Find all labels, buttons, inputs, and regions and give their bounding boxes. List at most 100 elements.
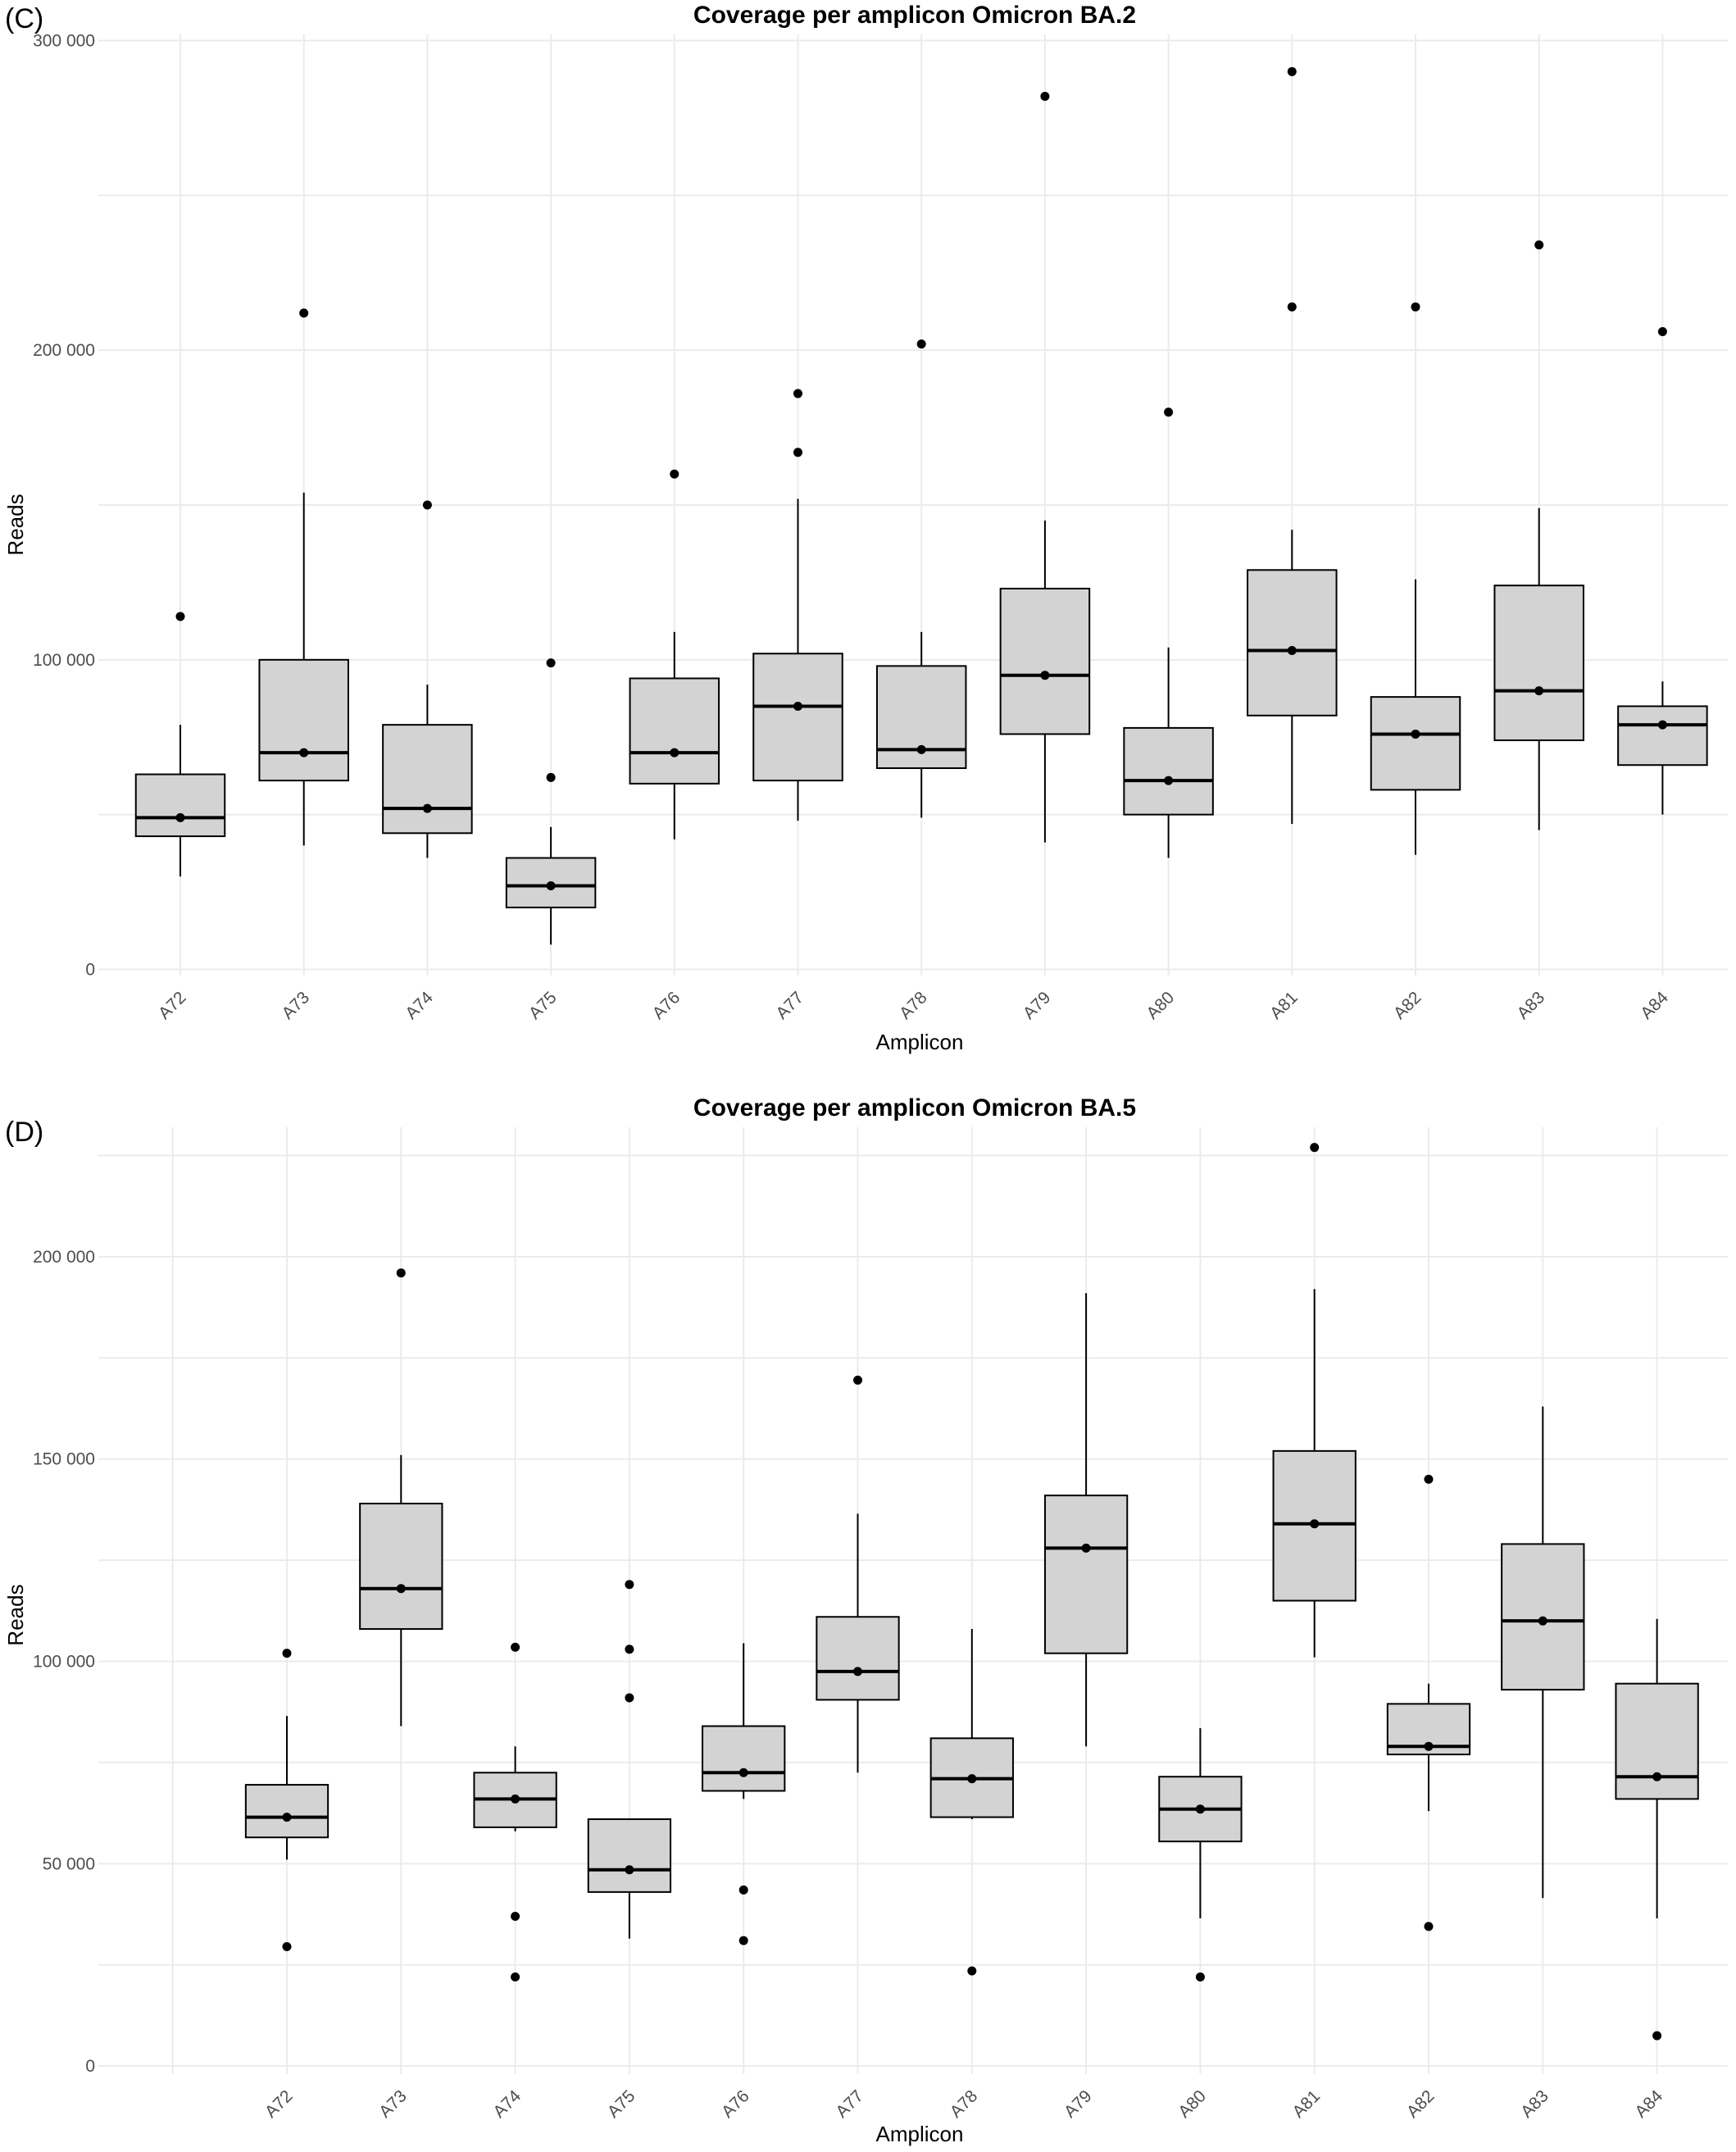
- x-tick-label: A82: [1390, 988, 1425, 1023]
- iqr-box: [382, 724, 473, 835]
- mean-point: [1538, 1616, 1547, 1626]
- x-tick-label: A77: [772, 988, 807, 1023]
- chart-panel-c: 0 100 000 200 000 300 000 A72 A73 A74 A75 A76 A77…: [3, 2, 1728, 1054]
- mean-point: [396, 1584, 406, 1594]
- outlier-point: [853, 1375, 862, 1385]
- y-axis-label: Reads: [3, 494, 28, 555]
- mean-point: [1652, 1772, 1662, 1781]
- mean-point: [546, 880, 556, 890]
- x-tick-label: A75: [525, 988, 561, 1023]
- x-tick-label: A83: [1514, 988, 1549, 1023]
- y-tick-label: 200 000: [33, 341, 95, 360]
- iqr-box: [999, 587, 1091, 735]
- box-a83: [1501, 1406, 1585, 1899]
- iqr-box: [359, 1503, 443, 1631]
- x-tick-label: A73: [375, 2086, 411, 2122]
- box-a76: [702, 1643, 786, 1945]
- outlier-point: [396, 1268, 406, 1278]
- mean-point: [299, 748, 309, 758]
- y-tick-label: 0: [85, 2057, 95, 2076]
- box-a84: [1617, 327, 1708, 815]
- outlier-point: [625, 1645, 634, 1654]
- outlier-point: [1195, 1972, 1205, 1982]
- x-tick-label: A77: [832, 2086, 867, 2122]
- box-a79: [999, 92, 1091, 843]
- box-a75: [587, 1580, 672, 1939]
- x-tick-label: A79: [1061, 2086, 1096, 2122]
- box-a79: [1043, 1293, 1129, 1747]
- x-tick-label: A84: [1637, 988, 1672, 1023]
- x-tick-label: A72: [261, 2086, 297, 2122]
- outlier-point: [967, 1966, 977, 1976]
- box-a80: [1158, 1727, 1243, 1982]
- mean-point: [511, 1794, 520, 1804]
- y-tick-label: 150 000: [33, 1450, 95, 1469]
- outlier-point: [916, 339, 926, 349]
- box-a82: [1370, 302, 1461, 855]
- iqr-box: [629, 677, 720, 785]
- x-tick-label: A74: [402, 988, 437, 1023]
- iqr-box: [1501, 1543, 1585, 1691]
- y-tick-label: 50 000: [43, 1854, 95, 1873]
- box-a78: [875, 339, 967, 818]
- iqr-box: [1123, 726, 1214, 816]
- x-tick-label: A82: [1403, 2086, 1438, 2122]
- x-tick-label: A84: [1631, 2086, 1666, 2122]
- panel-label: (D): [5, 1117, 43, 1148]
- iqr-box: [587, 1818, 672, 1893]
- outlier-point: [1287, 66, 1297, 76]
- x-tick-label: A78: [896, 988, 931, 1023]
- iqr-box: [1043, 1495, 1129, 1654]
- iqr-box: [1247, 569, 1338, 717]
- mean-point: [1040, 671, 1050, 680]
- chart-title: Coverage per amplicon Omicron BA.5: [693, 1094, 1136, 1121]
- iqr-box: [752, 653, 843, 782]
- box-a78: [929, 1629, 1014, 1976]
- mean-point: [1657, 720, 1667, 730]
- mean-point: [1424, 1741, 1434, 1751]
- mean-point: [738, 1768, 748, 1777]
- x-tick-label: A75: [604, 2086, 639, 2122]
- box-a81: [1272, 1143, 1357, 1658]
- outlier-point: [1657, 327, 1667, 337]
- outlier-point: [282, 1942, 292, 1952]
- mean-point: [1195, 1804, 1205, 1814]
- outlier-point: [793, 448, 802, 457]
- box-a83: [1493, 240, 1584, 830]
- outlier-point: [1040, 92, 1050, 102]
- outlier-point: [1287, 302, 1297, 312]
- mean-point: [1081, 1543, 1091, 1553]
- box-a77: [816, 1375, 900, 1773]
- y-tick-label: 0: [85, 960, 95, 979]
- mean-point: [1411, 729, 1420, 739]
- mean-point: [1287, 645, 1297, 655]
- y-tick-label: 100 000: [33, 651, 95, 670]
- outlier-point: [546, 658, 556, 668]
- outlier-point: [625, 1580, 634, 1590]
- box-a72: [244, 1649, 329, 1952]
- mean-point: [853, 1667, 862, 1677]
- y-tick-label: 300 000: [33, 32, 95, 51]
- chart-panel-d: 0 50 000 100 000 150 000 200 000 A72 A73 A74 A75…: [3, 1094, 1728, 2146]
- x-tick-label: A73: [279, 988, 314, 1023]
- outlier-point: [793, 389, 802, 398]
- iqr-box: [134, 773, 226, 838]
- outlier-point: [1411, 302, 1420, 312]
- outlier-point: [738, 1936, 748, 1945]
- chart-title: Coverage per amplicon Omicron BA.2: [693, 2, 1136, 29]
- y-tick-label: 100 000: [33, 1653, 95, 1672]
- mean-point: [282, 1813, 292, 1822]
- x-tick-label: A81: [1266, 988, 1302, 1023]
- x-tick-label: A78: [947, 2086, 982, 2122]
- x-tick-label: A76: [649, 988, 684, 1023]
- outlier-point: [546, 772, 556, 782]
- iqr-box: [702, 1725, 786, 1792]
- mean-point: [175, 812, 185, 822]
- box-a80: [1123, 407, 1214, 858]
- y-axis-label: Reads: [3, 1584, 28, 1645]
- iqr-box: [1370, 696, 1461, 791]
- outlier-point: [1310, 1143, 1320, 1153]
- iqr-box: [816, 1616, 900, 1701]
- mean-point: [422, 803, 432, 813]
